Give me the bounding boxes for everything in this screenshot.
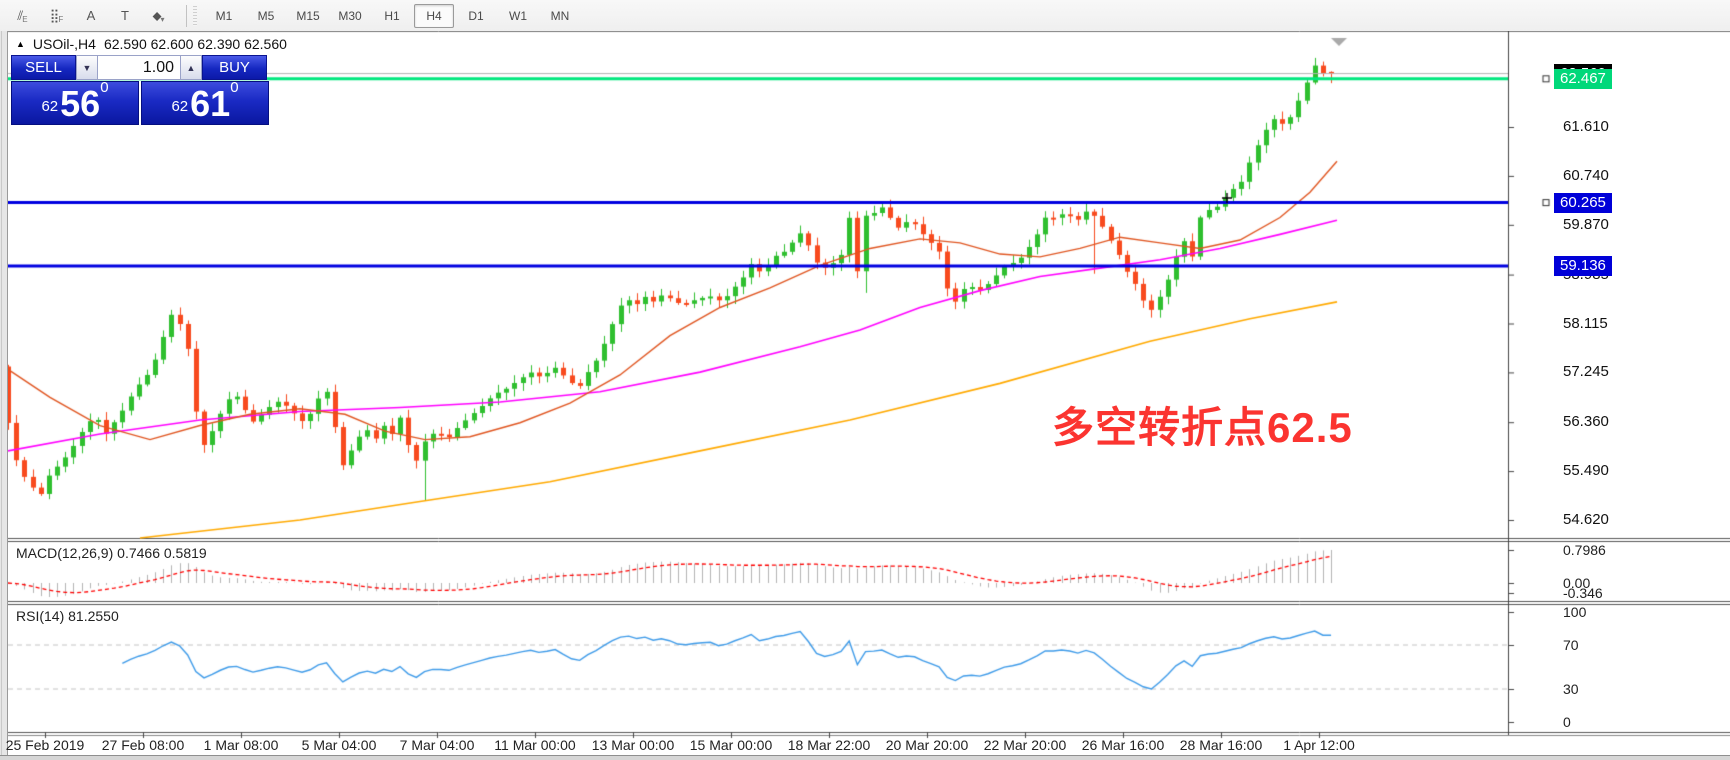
drawing-tools-group: ⫽ E ⣿ F A T ⬥ ▾: [6, 3, 176, 29]
price-axis-tick: 54.620: [1563, 511, 1609, 528]
time-axis-tick: 7 Mar 04:00: [399, 737, 475, 753]
time-axis-tick: 13 Mar 00:00: [591, 737, 675, 753]
timeframe-button-h4[interactable]: H4: [414, 3, 454, 28]
macd-axis-tick: 0.00: [1563, 575, 1591, 591]
time-axis-tick: 1 Mar 08:00: [203, 737, 279, 753]
time-axis-tick: 1 Apr 12:00: [1283, 737, 1355, 753]
volume-input[interactable]: [98, 55, 180, 80]
horizontal-scrollbar[interactable]: [0, 755, 1730, 760]
buy-button[interactable]: BUY: [202, 55, 267, 80]
sell-button[interactable]: SELL: [11, 55, 76, 80]
rsi-axis-tick: 70: [1563, 637, 1579, 653]
chart-header: ▲ USOil-,H4 62.590 62.600 62.390 62.560: [16, 36, 287, 52]
macd-indicator-label: MACD(12,26,9) 0.7466 0.5819: [16, 545, 207, 561]
time-axis-tick: 5 Mar 04:00: [301, 737, 377, 753]
time-axis-tick: 18 Mar 22:00: [787, 737, 871, 753]
chart-text-annotation: 多空转折点62.5: [1052, 404, 1353, 451]
text-label-tool-icon[interactable]: A: [86, 8, 96, 23]
time-axis-tick: 27 Feb 08:00: [101, 737, 185, 753]
price-axis-tick: 55.490: [1563, 462, 1609, 480]
price-axis-tick: 56.360: [1563, 413, 1609, 431]
collapse-triangle-icon[interactable]: ▲: [16, 39, 25, 49]
timeframe-button-h1[interactable]: H1: [384, 8, 400, 23]
volume-decrease-button[interactable]: ▼: [76, 55, 98, 80]
timeframe-button-m5[interactable]: M5: [257, 8, 275, 23]
left-window-edge: [0, 31, 8, 760]
top-toolbar: ⫽ E ⣿ F A T ⬥ ▾ M1 M5 M15 M30 H1 H4 D1 W1 MN: [0, 0, 1730, 32]
timeframe-button-w1[interactable]: W1: [509, 8, 527, 23]
timeframe-button-d1[interactable]: D1: [468, 8, 484, 23]
toolbar-grip: [193, 5, 197, 26]
macd-axis-tick: -0.346: [1563, 585, 1603, 601]
price-axis-tick: 58.115: [1563, 314, 1608, 332]
price-axis-tick: 61.610: [1563, 118, 1609, 135]
price-axis-tick: 59.870: [1563, 215, 1609, 233]
price-badge: 60.265: [1554, 192, 1612, 213]
ohlc-values: 62.590 62.600 62.390 62.560: [103, 36, 287, 52]
shapes-tool-icon[interactable]: ⬥ ▾: [152, 7, 165, 25]
time-axis-tick: 28 Mar 16:00: [1179, 737, 1263, 753]
price-axis-tick: 57.245: [1563, 363, 1609, 381]
rsi-indicator-label: RSI(14) 81.2550: [16, 608, 119, 624]
timeframe-button-m30[interactable]: M30: [338, 8, 362, 23]
timeframe-button-m1[interactable]: M1: [215, 8, 233, 23]
rsi-axis-tick: 30: [1563, 681, 1579, 697]
rsi-axis-tick: 100: [1563, 604, 1587, 620]
timeframe-button-mn[interactable]: MN: [550, 8, 570, 23]
rsi-axis-tick: 0: [1563, 714, 1571, 730]
time-axis-tick: 20 Mar 20:00: [885, 737, 969, 753]
time-axis-tick: 25 Feb 2019: [5, 737, 85, 753]
symbol-period-label: USOil-,H4: [32, 36, 96, 52]
buy-price-button[interactable]: 62 61 0: [141, 79, 269, 125]
timeframe-button-m15[interactable]: M15: [296, 8, 320, 23]
text-box-tool-icon[interactable]: T: [121, 8, 129, 23]
macd-axis-tick: 0.7986: [1563, 542, 1606, 558]
price-axis-tick: 60.740: [1563, 166, 1609, 184]
chart-canvas[interactable]: [8, 31, 1730, 755]
equidistant-channel-tool-icon[interactable]: ⫽ E: [17, 7, 28, 25]
sell-price-button[interactable]: 62 56 0: [11, 79, 139, 125]
fibonacci-tool-icon[interactable]: ⣿ F: [49, 7, 64, 25]
price-badge: 59.136: [1554, 256, 1612, 277]
price-badge: 62.467: [1554, 68, 1612, 89]
volume-increase-button[interactable]: ▲: [180, 55, 202, 80]
time-axis-tick: 11 Mar 00:00: [494, 737, 576, 753]
time-axis-tick: 26 Mar 16:00: [1081, 737, 1165, 753]
time-axis-tick: 22 Mar 20:00: [983, 737, 1067, 753]
toolbar-separator: [186, 4, 187, 27]
timeframe-buttons-group: M1 M5 M15 M30 H1 H4 D1 W1 MN: [203, 3, 581, 28]
time-axis-tick: 15 Mar 00:00: [689, 737, 773, 753]
